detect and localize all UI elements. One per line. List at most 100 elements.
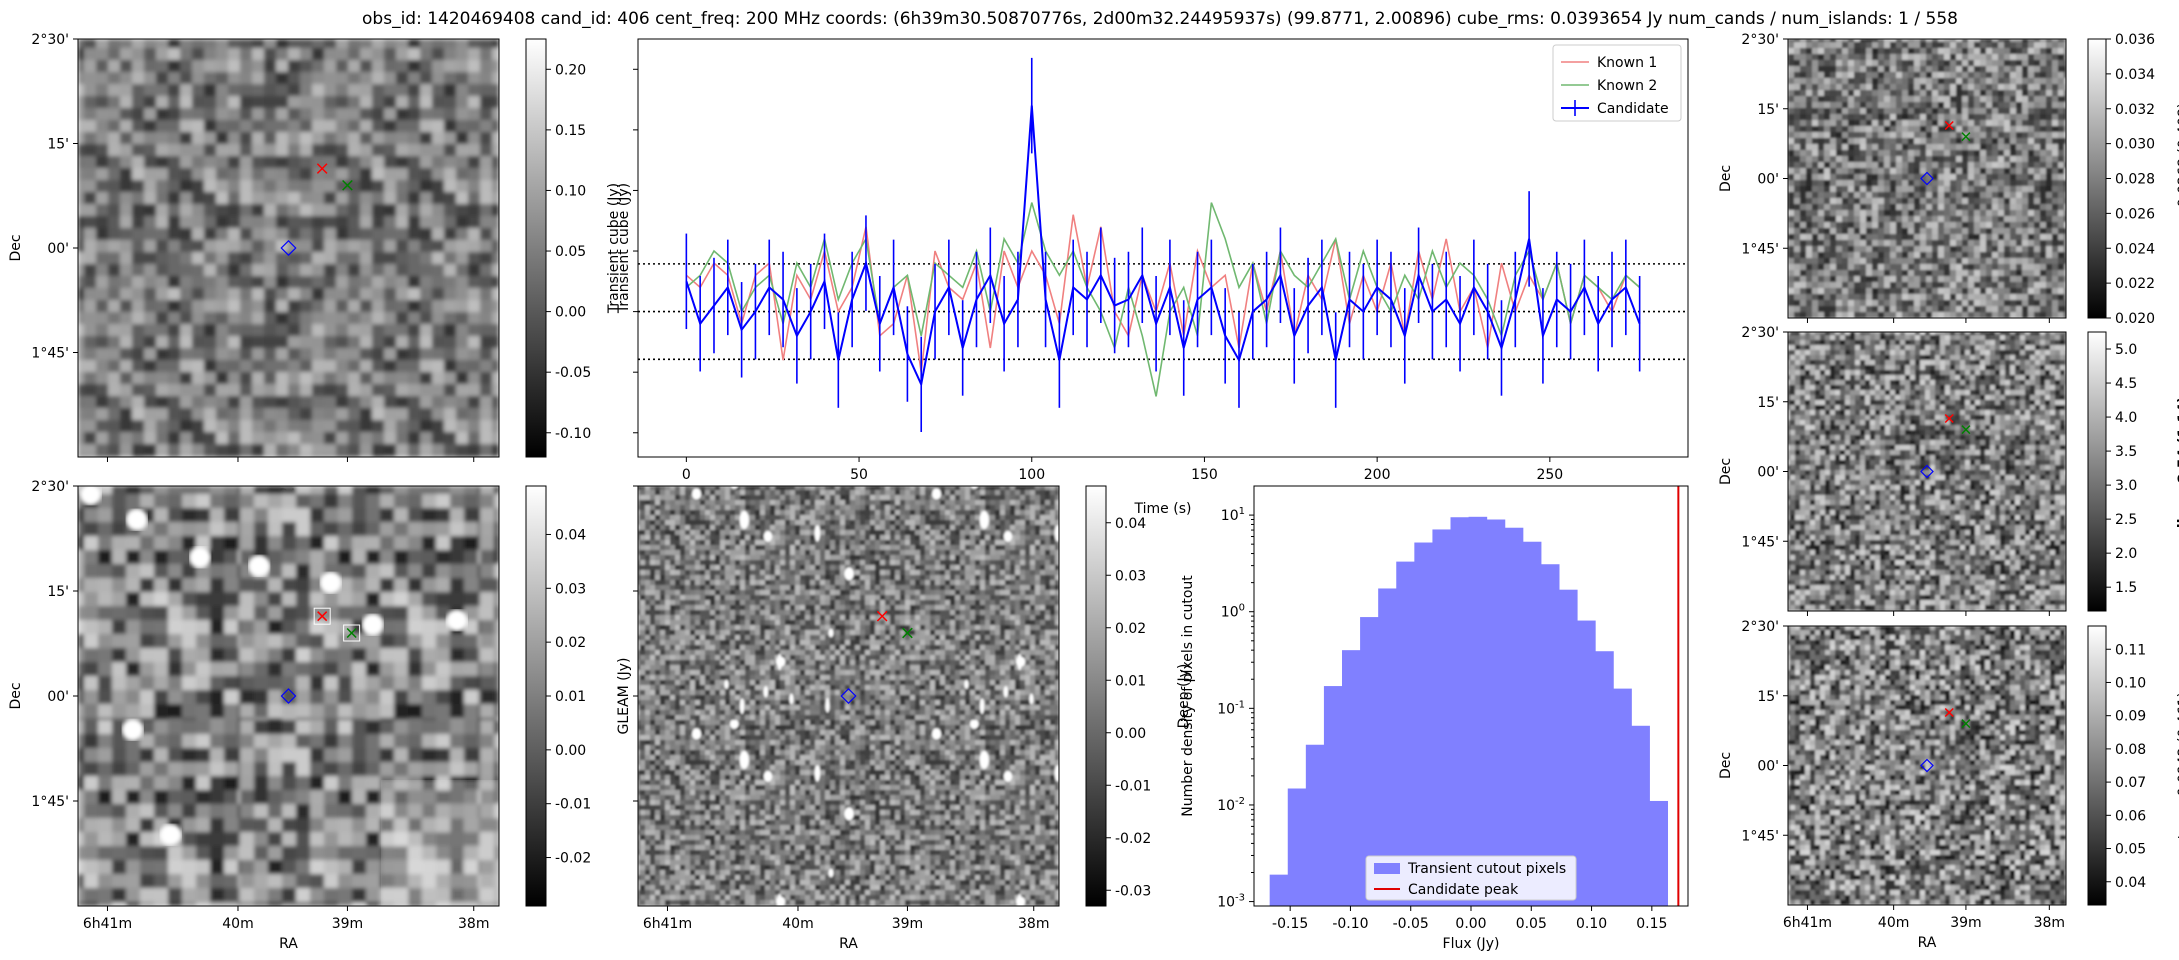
- tcg-image-colorbar-label: tcg = 0.0942 (0.461): [2176, 692, 2179, 839]
- spike-image-colorbar-label: spike = 8.54 (1.14): [2176, 397, 2179, 547]
- tcg-image-colorbar-tick-label: 0.11: [2115, 642, 2146, 658]
- tcg-image-colorbar-bar: [2087, 625, 2107, 906]
- deep-image-colorbar-tick-label: -0.02: [1115, 831, 1151, 847]
- spike-image-colorbar-tick-label: 3.5: [2115, 444, 2137, 460]
- gleam-image-ylabel: Dec: [8, 682, 24, 709]
- tcg-image-colorbar-tick-label: 0.09: [2115, 709, 2146, 725]
- spike-image-colorbar-tick-label: 2.0: [2115, 546, 2137, 562]
- tcg-image-colorbar-tick-label: 0.07: [2115, 775, 2146, 791]
- known1-marker: [1944, 413, 1954, 424]
- deep-image-colorbar-bar: [1085, 485, 1107, 907]
- gleam-image-xtick-label: 39m: [332, 916, 363, 932]
- gleam-image-xtick-label: 40m: [222, 916, 253, 932]
- light-curve-frame: [637, 38, 1689, 458]
- hist-bar: [1432, 529, 1452, 906]
- deep-image-xtick-label: 40m: [782, 916, 813, 932]
- rms-image-colorbar-tick-label: 0.020: [2115, 311, 2155, 327]
- tcg-image-ytick-label: 2°30': [1741, 619, 1779, 635]
- tcg-image: [1783, 625, 2067, 910]
- deep-image-colorbar-tick-label: 0.03: [1115, 568, 1146, 584]
- deep-image-colorbar-tick-label: -0.03: [1115, 883, 1151, 899]
- known1-marker: [316, 163, 328, 174]
- legend-entry: Known 2: [1597, 78, 1657, 94]
- hist-xtick-label: 0.05: [1516, 916, 1547, 932]
- spike-image-colorbar-tick-label: 3.0: [2115, 478, 2137, 494]
- hist-ytick-label: 10-2: [1217, 796, 1245, 814]
- candidate-marker: [840, 687, 857, 705]
- gleam-source: [361, 613, 384, 636]
- hist-bar: [1559, 589, 1578, 906]
- tcg-image-colorbar-tick-label: 0.08: [2115, 742, 2146, 758]
- hist-ytick-label: 10-1: [1217, 699, 1245, 717]
- hist-xlabel: Flux (Jy): [1443, 936, 1500, 952]
- hist-ytick-label: 10-3: [1217, 893, 1245, 911]
- gleam-image-colorbar-tick-label: -0.01: [555, 797, 591, 813]
- lc-xtick-label: 200: [1364, 467, 1391, 483]
- rms-image-colorbar-tick-label: 0.036: [2115, 32, 2155, 48]
- gleam-source: [125, 508, 148, 531]
- hist-bar: [1360, 617, 1379, 906]
- rms-image: [1783, 38, 2067, 323]
- tcg-image-xtick-label: 39m: [1950, 915, 1981, 931]
- transient-cube-image-colorbar-tick-label: 0.20: [555, 62, 586, 78]
- hist-bar: [1613, 688, 1632, 906]
- hist-xtick-label: 0.00: [1455, 916, 1486, 932]
- hist-bar: [1468, 516, 1488, 906]
- light-curve-panel: [633, 38, 1689, 462]
- transient-cube-image-colorbar-tick-label: 0.15: [555, 123, 586, 139]
- spike-image: [1783, 331, 2067, 616]
- candidate-marker: [280, 688, 297, 704]
- transient-cube-image-ytick-label: 1°45': [31, 346, 69, 362]
- rms-image-colorbar-tick-label: 0.024: [2115, 241, 2155, 257]
- rms-image-ytick-label: 2°30': [1741, 32, 1779, 48]
- tcg-image-xtick-label: 38m: [2034, 915, 2065, 931]
- gleam-source: [319, 571, 342, 594]
- candidate-marker: [1920, 171, 1934, 186]
- hist-ytick-label: 101: [1221, 506, 1245, 524]
- candidate-marker: [280, 239, 297, 257]
- hist-bar: [1522, 541, 1542, 906]
- lc-xtick-label: 150: [1191, 467, 1218, 483]
- series-candidate: [685, 105, 1641, 388]
- hist-bar: [1323, 686, 1343, 906]
- known2-marker: [1961, 425, 1971, 435]
- rms-image-ylabel: Dec: [1718, 165, 1734, 192]
- legend-entry: Candidate: [1597, 101, 1669, 117]
- known2-marker: [342, 179, 353, 191]
- tcg-image-ytick-label: 1°45': [1741, 828, 1779, 844]
- hist-legend-entry: Candidate peak: [1408, 882, 1519, 898]
- hist-bar: [1378, 588, 1397, 906]
- lc-xtick-label: 250: [1536, 467, 1563, 483]
- tcg-image-ytick-label: 00': [1757, 759, 1779, 775]
- transient-cube-image-ytick-label: 15': [47, 137, 69, 153]
- hist-bar: [1305, 744, 1325, 906]
- known1-marker-box: [313, 607, 331, 625]
- rms-image-ytick-label: 1°45': [1741, 241, 1779, 257]
- hist-bar: [1595, 651, 1614, 906]
- hist-bar: [1342, 650, 1361, 906]
- gleam-diffuse: [381, 780, 499, 906]
- candidate-marker: [1920, 464, 1934, 479]
- rms-image-pixels: [1788, 39, 2066, 318]
- tcg-image-colorbar-tick-label: 0.05: [2115, 842, 2146, 858]
- spike-image-ytick-label: 1°45': [1741, 534, 1779, 550]
- gleam-image-colorbar-tick-label: -0.02: [555, 851, 591, 867]
- figure-title: obs_id: 1420469408 cand_id: 406 cent_fre…: [362, 9, 1958, 29]
- tcg-image-ytick-label: 15': [1757, 689, 1779, 705]
- rms-image-colorbar-tick-label: 0.026: [2115, 206, 2155, 222]
- known1-marker: [1944, 120, 1954, 131]
- legend-entry: Known 1: [1597, 55, 1657, 71]
- deep-image-xtick-label: 6h41m: [643, 916, 692, 932]
- deep-image-xtick-label: 38m: [1018, 916, 1049, 932]
- spike-image-ytick-label: 15': [1757, 395, 1779, 411]
- spike-image-colorbar-tick-label: 4.0: [2115, 410, 2137, 426]
- spike-image-ytick-label: 00': [1757, 465, 1779, 481]
- rms-image-colorbar-bar: [2087, 38, 2107, 319]
- hist-bar: [1450, 517, 1470, 906]
- gleam-source: [79, 483, 102, 506]
- rms-image-colorbar-tick-label: 0.030: [2115, 137, 2155, 153]
- hist-ylabel: Number density of pixels in cutout: [1180, 575, 1196, 817]
- gleam-source: [159, 823, 182, 846]
- transient-cube-image-pixels: [78, 39, 499, 457]
